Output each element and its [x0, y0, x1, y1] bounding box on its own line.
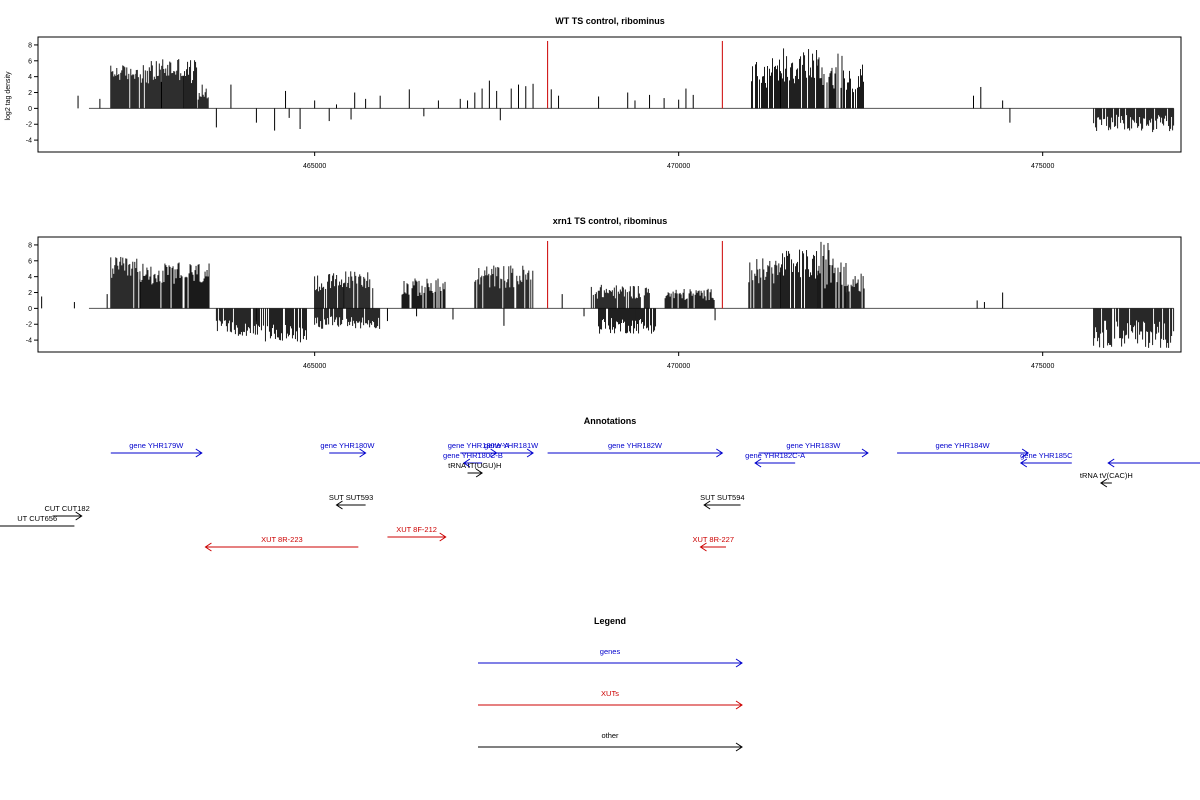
feature-label: gene YHR182C-A	[745, 451, 805, 460]
legend-label: XUTs	[601, 689, 619, 698]
feature-label: XUT 8R-227	[692, 535, 734, 544]
x-tick-label: 470000	[667, 163, 690, 170]
y-tick-label: 0	[28, 306, 32, 313]
y-tick-label: -4	[26, 338, 32, 345]
plot-area: -4 -2 0 2 4 6 8 465000 470000 475000	[26, 36, 1182, 170]
y-tick-label: 0	[28, 106, 32, 113]
y-tick-label: -2	[26, 122, 32, 129]
feature-label: SUT SUT593	[329, 493, 373, 502]
panel-xrn1: xrn1 TS control, ribominus -4 -2 0 2 4 6 8 4650…	[26, 216, 1182, 370]
strand-arrow-head	[1100, 478, 1108, 488]
legend-label: genes	[600, 647, 621, 656]
strand-arrow-head	[439, 532, 447, 542]
x-tick-label: 475000	[1031, 363, 1054, 370]
strand-arrow-head	[195, 448, 203, 458]
feature-label: SUT SUT594	[700, 493, 744, 502]
legend-section: Legend genes XUTs other	[478, 616, 743, 752]
feature-label: XUT 8F-212	[396, 525, 437, 534]
legend-arrow-head	[735, 700, 743, 710]
y-axis-label: log2 tag density	[5, 71, 12, 121]
x-tick-label: 465000	[303, 363, 326, 370]
annotations-section: Annotations gene YHR179W gene YHR180W gene…	[0, 416, 1200, 552]
y-tick-label: -2	[26, 322, 32, 329]
strand-arrow-head	[75, 511, 83, 521]
feature-label: gene YHR180W	[320, 441, 375, 450]
legend-items: genes XUTs other	[478, 647, 743, 752]
y-tick-label: 8	[28, 242, 32, 249]
panel-wt: WT TS control, ribominus log2 tag densit…	[5, 16, 1182, 170]
y-tick-label: 8	[28, 42, 32, 49]
feature-label: tRNA tV(CAC)H	[1080, 471, 1133, 480]
feature-label: gene YHR183W	[786, 441, 841, 450]
y-tick-label: 2	[28, 90, 32, 97]
feature-label: UT CUT656	[17, 514, 57, 523]
strand-arrow-head	[716, 448, 724, 458]
plot-area: -4 -2 0 2 4 6 8 465000 470000 475000	[26, 236, 1182, 370]
y-tick-label: 6	[28, 258, 32, 265]
y-tick-label: -4	[26, 138, 32, 145]
strand-arrow-head	[861, 448, 869, 458]
strand-arrow-head	[754, 458, 762, 468]
y-tick-label: 4	[28, 274, 32, 281]
feature-label: gene YHR181W	[484, 441, 539, 450]
strand-arrow-head	[204, 542, 212, 552]
strand-arrow-head	[699, 542, 707, 552]
y-tick-label: 2	[28, 290, 32, 297]
x-tick-label: 475000	[1031, 163, 1054, 170]
legend-arrow-head	[735, 742, 743, 752]
plot-frame	[37, 36, 1182, 153]
annotations-title: Annotations	[584, 416, 637, 426]
feature-label: gene YHR184W	[936, 441, 991, 450]
strand-arrow-head	[1107, 458, 1115, 468]
feature-label: gene YHR182W	[608, 441, 663, 450]
feature-label: gene YHR179W	[129, 441, 184, 450]
strand-arrow-head	[703, 500, 711, 510]
legend-arrow-head	[735, 658, 743, 668]
annotation-features: gene YHR179W gene YHR180W gene YHR180W-Age…	[0, 441, 1200, 552]
strand-arrow-head	[359, 448, 367, 458]
x-tick-label: 470000	[667, 363, 690, 370]
strand-arrow-head	[526, 448, 534, 458]
legend-title: Legend	[594, 616, 626, 626]
x-tick-label: 465000	[303, 163, 326, 170]
panel-title: xrn1 TS control, ribominus	[553, 216, 668, 226]
feature-label: CUT CUT182	[44, 504, 89, 513]
strand-arrow-head	[1019, 458, 1028, 468]
feature-label: gene YHR180W-A	[448, 441, 509, 450]
legend-label: other	[601, 731, 619, 740]
feature-label: tRNA tT(UGU)H	[448, 461, 501, 470]
strand-arrow-head	[475, 468, 483, 478]
strand-arrow-head	[462, 458, 471, 468]
strand-arrow-head	[335, 500, 343, 510]
feature-label: gene YHR180C-B	[443, 451, 503, 460]
feature-label: XUT 8R-223	[261, 535, 303, 544]
strand-arrow-head	[1021, 448, 1030, 458]
y-tick-label: 6	[28, 58, 32, 65]
feature-label: gene YHR185C	[1020, 451, 1073, 460]
plot-frame	[37, 236, 1182, 353]
panel-title: WT TS control, ribominus	[555, 16, 665, 26]
y-tick-label: 4	[28, 74, 32, 81]
